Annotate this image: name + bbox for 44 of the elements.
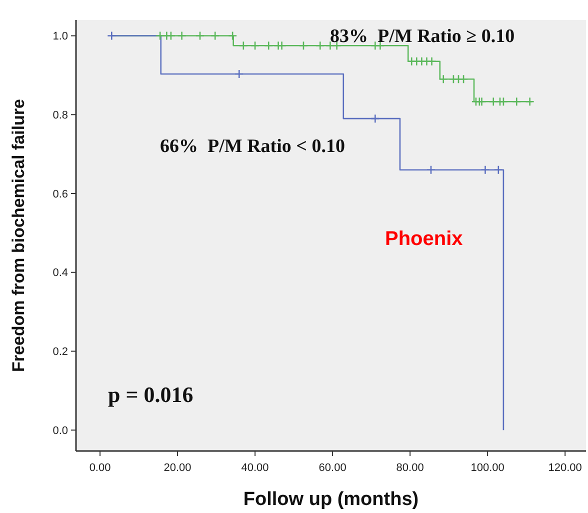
point — [210, 31, 220, 40]
point — [525, 96, 534, 106]
y-axis-title: Freedom from biochemical failure — [9, 98, 28, 372]
point — [427, 56, 436, 66]
y-tick-label: 1.0 — [52, 30, 68, 43]
x-tick-label: 60.00 — [318, 462, 346, 474]
annotation: Phoenix — [385, 228, 463, 250]
x-tick-label: 20.00 — [164, 462, 192, 474]
y-tick-label: 0.4 — [52, 267, 68, 280]
point — [458, 74, 468, 84]
point — [477, 96, 486, 106]
y-tick-label: 0.8 — [52, 109, 68, 122]
series-label: 83% P/M Ratio ≥ 0.10 — [330, 26, 515, 47]
point — [238, 40, 248, 50]
point — [234, 69, 244, 79]
y-tick-label: 0.2 — [52, 346, 68, 358]
point — [438, 74, 448, 84]
point — [426, 165, 436, 174]
x-tick-label: 0.00 — [89, 462, 111, 474]
point — [480, 165, 490, 174]
x-tick-label: 80.00 — [396, 462, 424, 474]
x-axis-title: Follow up (months) — [243, 489, 419, 510]
point — [512, 96, 522, 106]
point — [316, 40, 325, 50]
point — [155, 31, 165, 40]
point — [250, 40, 260, 50]
x-tick-label: 120.00 — [548, 462, 582, 474]
point — [195, 31, 205, 40]
point — [494, 165, 504, 174]
point — [370, 114, 380, 124]
annotation: p = 0.016 — [108, 382, 194, 407]
point — [264, 40, 274, 50]
y-tick-label: 0.0 — [52, 424, 68, 437]
point — [228, 31, 238, 40]
x-tick-label: 100.00 — [470, 462, 504, 474]
point — [298, 40, 308, 50]
point — [488, 96, 498, 106]
series-label: 66% P/M Ratio < 0.10 — [160, 136, 345, 157]
x-tick-label: 40.00 — [241, 462, 269, 474]
point — [166, 31, 176, 40]
point — [177, 31, 186, 40]
y-tick-label: 0.6 — [52, 188, 68, 200]
point — [107, 31, 116, 40]
point — [326, 40, 335, 50]
